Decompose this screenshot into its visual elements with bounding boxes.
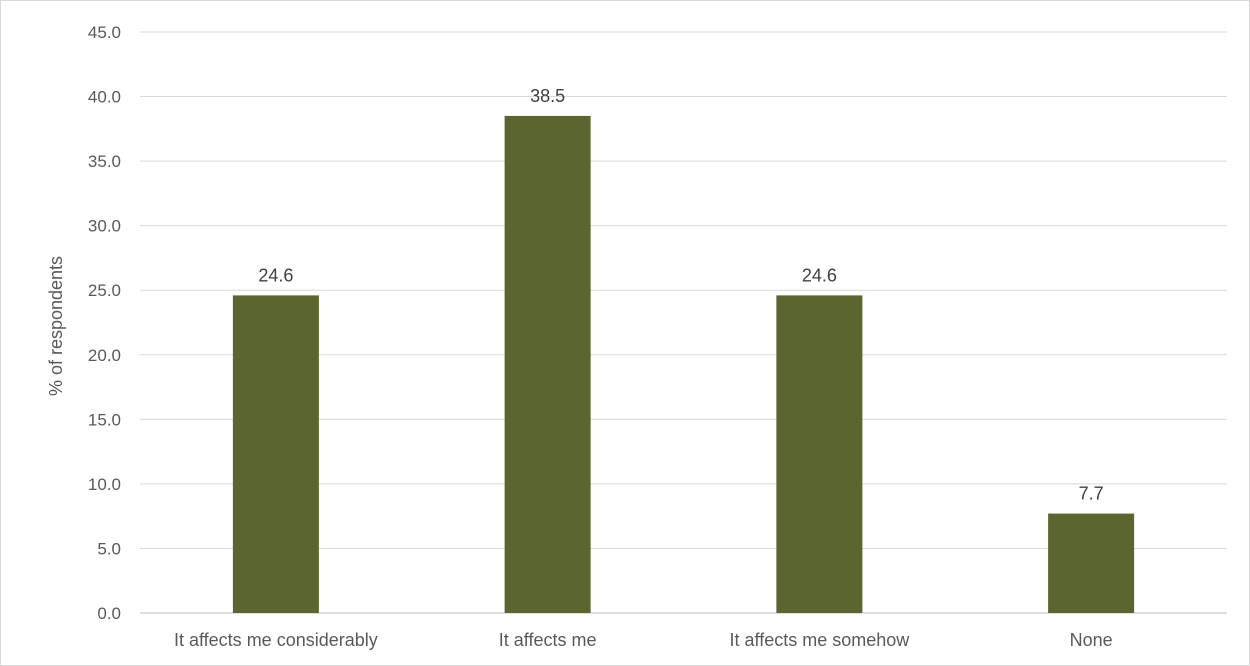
bar bbox=[1048, 513, 1135, 613]
y-tick-label: 45.0 bbox=[88, 23, 121, 42]
bar bbox=[504, 115, 591, 613]
y-tick-label: 10.0 bbox=[88, 475, 121, 494]
y-tick-label: 20.0 bbox=[88, 346, 121, 365]
y-tick-label: 35.0 bbox=[88, 152, 121, 171]
bar bbox=[232, 295, 319, 613]
gridlines bbox=[140, 31, 1227, 614]
bar bbox=[776, 295, 863, 613]
y-axis-title: % of respondents bbox=[46, 256, 66, 396]
data-label: 24.6 bbox=[258, 265, 293, 285]
x-category-label: It affects me somehow bbox=[730, 630, 911, 650]
x-category-label: It affects me bbox=[499, 630, 597, 650]
y-tick-label: 30.0 bbox=[88, 217, 121, 236]
y-axis-ticks: 0.0 5.0 10.0 15.0 20.0 25.0 30.0 35.0 40.0 45.0 bbox=[88, 23, 121, 623]
bars bbox=[232, 115, 1135, 613]
y-tick-label: 15.0 bbox=[88, 410, 121, 429]
data-label: 24.6 bbox=[802, 265, 837, 285]
data-label: 7.7 bbox=[1079, 484, 1104, 504]
data-label: 38.5 bbox=[530, 86, 565, 106]
y-tick-label: 40.0 bbox=[88, 88, 121, 107]
y-tick-label: 0.0 bbox=[97, 604, 121, 623]
data-labels: 24.6 38.5 24.6 7.7 bbox=[258, 86, 1103, 504]
x-category-label: None bbox=[1070, 630, 1113, 650]
y-tick-label: 5.0 bbox=[97, 539, 121, 558]
y-tick-label: 25.0 bbox=[88, 281, 121, 300]
x-category-label: It affects me considerably bbox=[174, 630, 378, 650]
x-axis-categories: It affects me considerably It affects me I… bbox=[174, 630, 1113, 650]
